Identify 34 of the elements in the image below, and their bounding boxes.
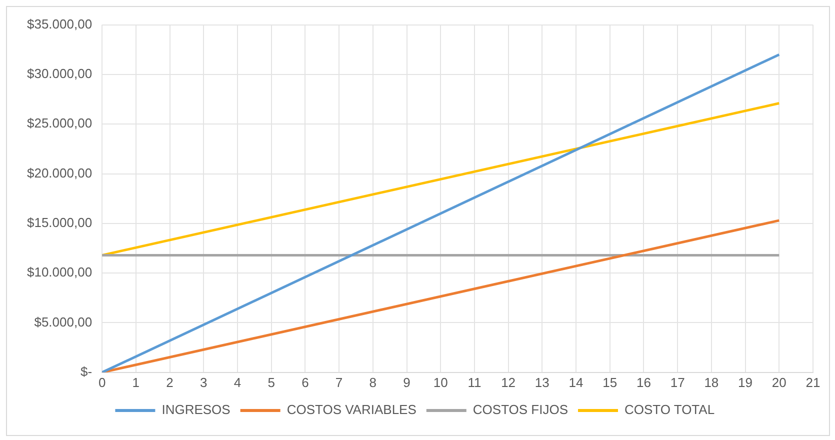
y-tick-label: $5.000,00 [34, 314, 92, 330]
y-tick-label: $25.000,00 [26, 116, 92, 131]
x-tick-label: 9 [403, 374, 410, 390]
x-tick-label: 4 [234, 374, 242, 390]
x-tick-label: 8 [369, 374, 377, 390]
x-tick-label: 17 [670, 374, 685, 390]
x-tick-label: 14 [568, 374, 584, 390]
x-tick-label: 6 [302, 374, 309, 390]
x-tick-label: 2 [166, 374, 174, 390]
legend-label: COSTOS VARIABLES [286, 402, 417, 418]
x-tick-label: 12 [501, 374, 516, 390]
y-tick-label: $35.000,00 [26, 16, 92, 32]
x-tick-label: 5 [268, 374, 275, 390]
x-tick-label: 19 [738, 374, 753, 390]
y-tick-label: $30.000,00 [26, 66, 92, 82]
x-tick-label: 11 [468, 374, 482, 390]
x-tick-label: 20 [772, 374, 786, 390]
x-tick-label: 7 [335, 374, 343, 390]
y-tick-label: $20.000,00 [26, 165, 92, 180]
x-tick-label: 0 [98, 374, 106, 390]
x-tick-label: 3 [200, 374, 208, 390]
legend-label: COSTO TOTAL [624, 402, 715, 418]
x-tick-label: 16 [636, 374, 651, 390]
x-tick-label: 21 [806, 374, 820, 390]
y-tick-label: $10.000,00 [26, 264, 92, 280]
x-tick-label: 10 [433, 374, 448, 390]
y-tick-label: $- [80, 364, 92, 379]
legend-label: COSTOS FIJOS [472, 402, 568, 418]
x-tick-label: 1 [132, 374, 140, 390]
x-tick-label: 18 [704, 374, 719, 390]
x-tick-label: 15 [602, 374, 618, 390]
x-tick-label: 13 [534, 374, 550, 390]
legend-label: INGRESOS [162, 402, 231, 418]
y-tick-label: $15.000,00 [26, 215, 92, 230]
